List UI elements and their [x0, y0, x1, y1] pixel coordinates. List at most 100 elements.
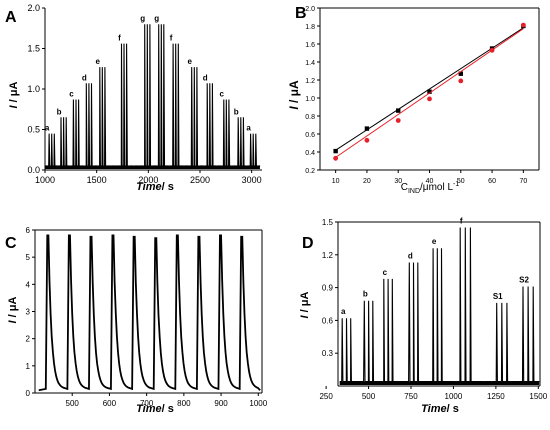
peak-label-e: e: [96, 57, 101, 66]
y-tick-label: 4: [26, 280, 31, 289]
peak-label-b: b: [234, 107, 239, 116]
x-tick-label: 1250: [487, 392, 505, 401]
peak-label-f: f: [460, 216, 463, 225]
x-axis-label-main: C: [401, 182, 408, 193]
current-trace: [339, 227, 540, 383]
data-point-square: [364, 126, 370, 131]
data-point-circle: [395, 118, 401, 123]
current-trace: [38, 234, 261, 392]
peak-label-d: d: [203, 73, 208, 82]
panel-letter-c: C: [5, 235, 17, 252]
peak-label-e: e: [432, 237, 437, 246]
y-tick-label: 1.6: [305, 42, 315, 49]
peak-label-d: d: [82, 73, 87, 82]
x-axis-label: Time/ s: [421, 403, 459, 415]
x-axis-label-unit: / s: [162, 181, 174, 193]
y-axis-label: I / μA: [7, 296, 19, 323]
data-point-square: [458, 71, 463, 76]
x-tick-label: 900: [214, 399, 228, 408]
data-point-circle: [489, 47, 495, 53]
y-axis-label: I / μA: [299, 291, 311, 318]
peak-label-c: c: [383, 268, 388, 277]
baseline-band: [45, 165, 260, 169]
x-tick-label: 50: [457, 178, 465, 185]
y-tick-label: 1.2: [305, 78, 315, 85]
x-tick-label: 60: [488, 178, 496, 185]
fit-line-series-1: [335, 27, 524, 151]
panel-c: C 500 600 700 800 900 1000 0 1 2 3 4 5 6 I / μA Time/ s: [5, 226, 268, 415]
x-axis-label-unit: /μmol L: [420, 182, 453, 193]
x-tick-label: 500: [362, 392, 376, 401]
x-tick-label: 2000: [138, 175, 158, 185]
x-axis-label-sub: IND: [408, 188, 420, 195]
y-tick-label: 1.0: [305, 96, 315, 103]
peak-label-f: f: [118, 34, 121, 43]
y-tick-label: 2.0: [27, 3, 40, 13]
panel-b: B 10 20 30 40 50 60 70 0.2 0.4 0.6 0.8 1.0 1.2 1.4 1.6 1…: [287, 5, 540, 195]
y-tick-label: 0.2: [305, 168, 315, 175]
data-point-circle: [520, 22, 526, 28]
x-tick-label: 10: [332, 178, 340, 185]
y-axis-label-main: I: [8, 104, 20, 108]
panel-d: D 250 500 750 1000 1250 1500 0.3 0.6 0.9 1.2 1.5 a b c…: [299, 216, 548, 415]
y-tick-label: 0.6: [322, 316, 334, 325]
peak-label-S2: S2: [519, 276, 529, 285]
x-axis-label: CIND/μmol L-1: [401, 181, 460, 195]
peak-label-b: b: [363, 290, 368, 299]
peak-label-c: c: [69, 90, 74, 99]
y-tick-label: 0.6: [305, 132, 315, 139]
y-tick-label: 1.2: [322, 251, 334, 260]
x-axis-label-sup: -1: [453, 181, 459, 188]
x-tick-label: 1500: [529, 392, 547, 401]
y-tick-label: 1.5: [322, 218, 334, 227]
y-tick-label: 3: [26, 308, 31, 317]
x-tick-label: 3000: [242, 175, 262, 185]
y-tick-label: 1.8: [305, 24, 315, 31]
y-axis-label-main: I: [287, 106, 301, 110]
peak-label-g: g: [140, 14, 145, 23]
x-axis-label-main: Time: [136, 403, 161, 415]
y-tick-label: 0: [26, 389, 31, 398]
y-tick-label: 0.9: [322, 284, 334, 293]
y-axis-label-unit: / μA: [299, 291, 311, 315]
x-axis-label-unit: / s: [162, 403, 174, 415]
data-point-circle: [458, 78, 464, 84]
x-tick-label: 1000: [35, 175, 55, 185]
x-tick-label: 1500: [87, 175, 107, 185]
data-point-circle: [333, 155, 339, 161]
peak-label-g: g: [154, 14, 159, 23]
y-axis-label-main: I: [299, 314, 311, 318]
x-tick-label: 1000: [445, 392, 463, 401]
baseline-band: [339, 381, 540, 385]
y-tick-label: 1.0: [27, 84, 40, 94]
y-tick-label: 1: [26, 362, 31, 371]
x-tick-label: 20: [363, 178, 371, 185]
data-point-circle: [427, 96, 432, 102]
fit-line-series-2: [335, 28, 524, 158]
x-tick-label: 30: [394, 178, 402, 185]
x-tick-label: 750: [404, 392, 418, 401]
y-tick-label: 2: [26, 335, 31, 344]
y-axis-label-unit: / μA: [7, 296, 19, 320]
peak-label-b: b: [57, 107, 62, 116]
x-axis-label-main: Time: [421, 403, 446, 415]
data-point-square: [396, 108, 401, 113]
x-tick-label: 600: [103, 399, 117, 408]
peak-label-c: c: [220, 90, 225, 99]
x-tick-label: 2500: [190, 175, 210, 185]
y-axis-label: I / μA: [287, 80, 301, 110]
current-trace: [45, 24, 261, 167]
x-tick-label: 70: [519, 178, 527, 185]
y-tick-label: 5: [26, 253, 31, 262]
y-tick-label: 0.0: [27, 165, 40, 175]
y-tick-label: 2.0: [305, 6, 315, 13]
y-tick-label: 1.5: [27, 44, 40, 54]
y-tick-label: 0.3: [322, 349, 334, 358]
panel-letter-d: D: [302, 235, 314, 252]
x-tick-label: 700: [140, 399, 154, 408]
peak-label-f: f: [170, 34, 173, 43]
peak-label-a: a: [341, 307, 346, 316]
peak-label-S1: S1: [493, 292, 503, 301]
